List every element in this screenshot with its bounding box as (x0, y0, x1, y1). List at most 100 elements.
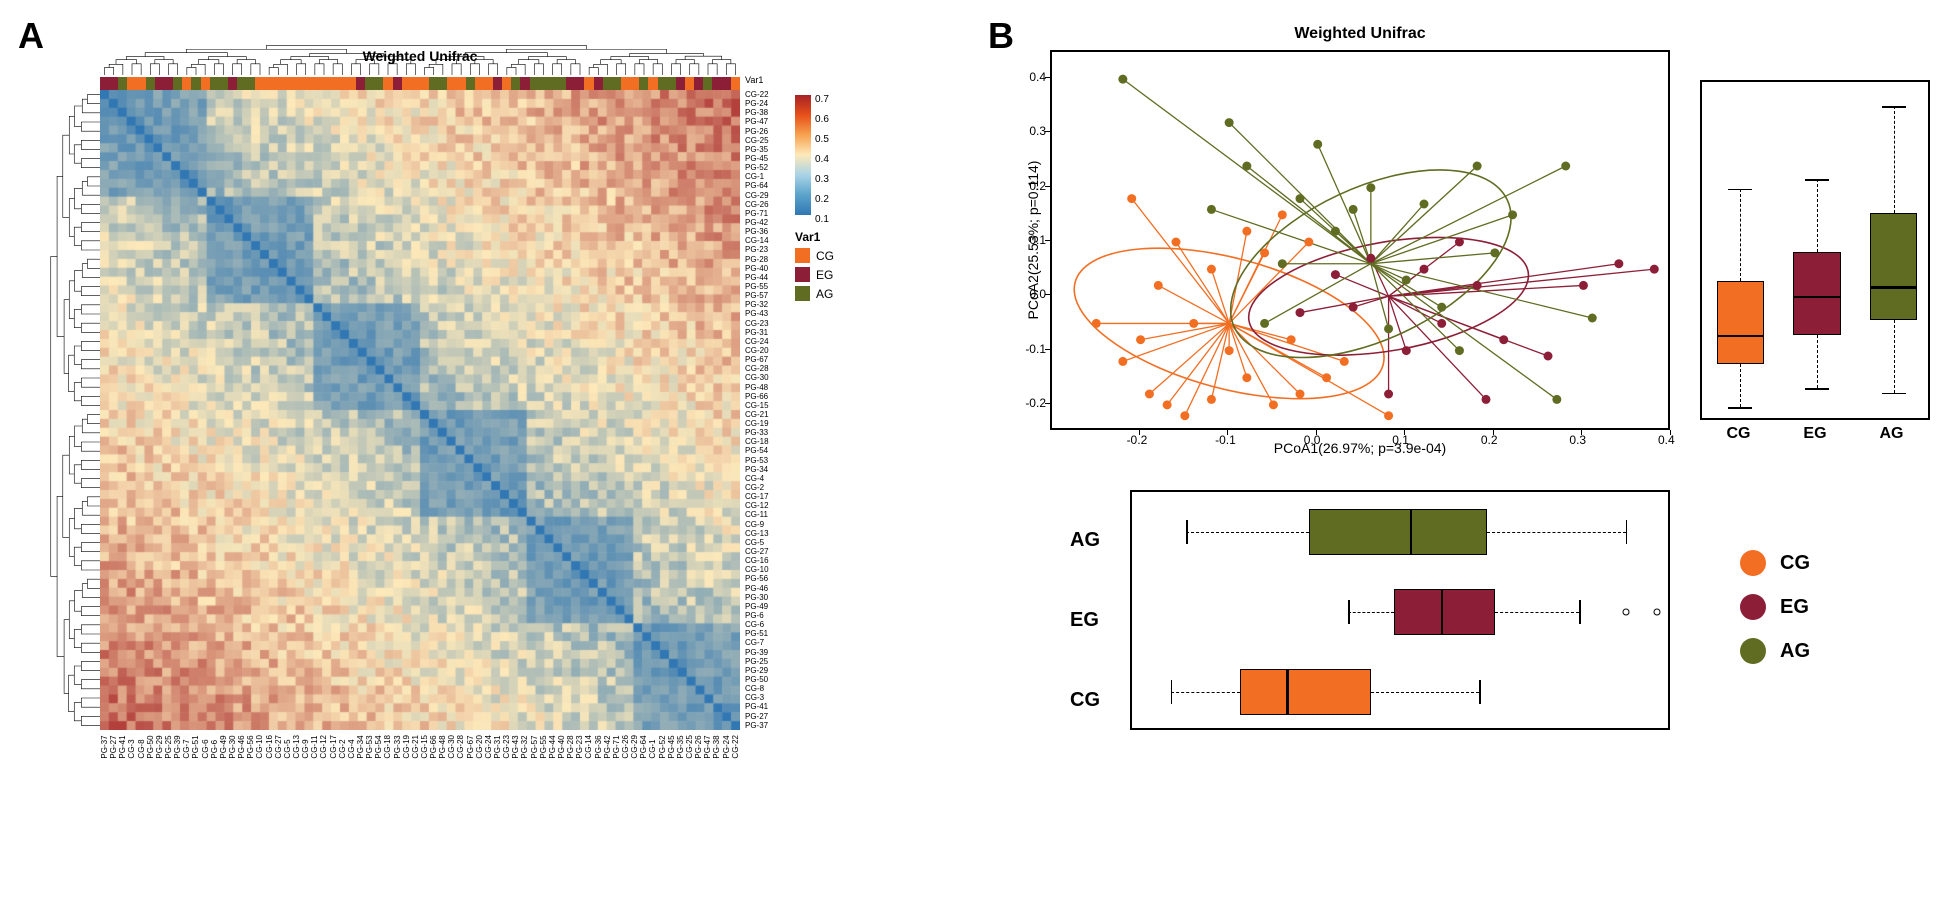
col-label: PG-31 (493, 735, 502, 759)
col-label: PG-67 (466, 735, 475, 759)
col-label: CG-9 (301, 735, 310, 759)
scatter-point (1490, 248, 1499, 257)
var-bar-cell (411, 77, 420, 90)
var-bar-cell (420, 77, 429, 90)
colorbar-tick: 0.1 (815, 210, 829, 230)
col-label: CG-4 (347, 735, 356, 759)
panel-a-label: A (18, 15, 44, 57)
scatter-point (1437, 319, 1446, 328)
col-label: PG-24 (722, 735, 731, 759)
row-label: PG-56 (745, 574, 769, 583)
legend-label: CG (816, 249, 834, 263)
col-label: PG-30 (228, 735, 237, 759)
var-bar-cell (658, 77, 667, 90)
row-label: CG-4 (745, 474, 769, 483)
box-right-cg: CG (1726, 425, 1750, 443)
scatter-point (1650, 265, 1659, 274)
scatter-point (1499, 335, 1508, 344)
boxplot-box (1394, 589, 1494, 635)
var-bar-cell (703, 77, 712, 90)
col-label: PG-52 (658, 735, 667, 759)
scatter-point (1313, 140, 1322, 149)
row-label: PG-66 (745, 392, 769, 401)
boxplot-right-labels: CG EG AG (1700, 425, 1930, 443)
scatter-point (1242, 162, 1251, 171)
row-label: PG-31 (745, 328, 769, 337)
scatter-point (1437, 303, 1446, 312)
col-label: PG-25 (164, 735, 173, 759)
var-bar-cell (219, 77, 228, 90)
var-bar-cell (329, 77, 338, 90)
y-tick: 0.4 (1020, 70, 1046, 84)
col-label: PG-28 (566, 735, 575, 759)
var-bar-cell (648, 77, 657, 90)
row-label: CG-25 (745, 136, 769, 145)
scatter-point (1242, 373, 1251, 382)
var-legend-item: CG (795, 248, 834, 263)
row-label: CG-20 (745, 346, 769, 355)
var-bar-cell (594, 77, 603, 90)
col-label: PG-50 (146, 735, 155, 759)
var-bar-cell (566, 77, 575, 90)
col-label: CG-15 (420, 735, 429, 759)
col-label: PG-27 (109, 735, 118, 759)
var-legend-item: EG (795, 267, 834, 282)
var-bar-cell (155, 77, 164, 90)
row-label: CG-11 (745, 510, 769, 519)
row-label: PG-39 (745, 648, 769, 657)
row-label: PG-64 (745, 181, 769, 190)
var-bar-cell (338, 77, 347, 90)
row-label: PG-6 (745, 611, 769, 620)
row-label: PG-71 (745, 209, 769, 218)
scatter-point (1207, 395, 1216, 404)
col-label: PG-38 (712, 735, 721, 759)
col-label: CG-25 (685, 735, 694, 759)
col-label: PG-48 (438, 735, 447, 759)
var-bar-cell (621, 77, 630, 90)
row-label: CG-8 (745, 684, 769, 693)
var-legend-title: Var1 (795, 230, 834, 244)
col-label: CG-2 (338, 735, 347, 759)
legend-item: EG (1740, 594, 1810, 620)
y-tick: 0.2 (1020, 179, 1046, 193)
row-label: CG-24 (745, 337, 769, 346)
x-tick: 0.2 (1481, 433, 1498, 447)
var-bar-cell (429, 77, 438, 90)
scatter-point (1331, 270, 1340, 279)
row-label: PG-41 (745, 702, 769, 711)
scatter-point (1118, 357, 1127, 366)
box-right-eg: EG (1803, 425, 1826, 443)
row-label: CG-5 (745, 538, 769, 547)
row-label: CG-15 (745, 401, 769, 410)
colorbar-labels: 0.70.60.50.40.30.20.1 (815, 90, 829, 230)
scatter-point (1207, 205, 1216, 214)
col-label: CG-8 (137, 735, 146, 759)
legend-item: CG (1740, 550, 1810, 576)
var-bar-cell (146, 77, 155, 90)
row-label: CG-26 (745, 200, 769, 209)
var-bar-cell (557, 77, 566, 90)
y-tick: 0.1 (1020, 233, 1046, 247)
row-label: CG-28 (745, 364, 769, 373)
var-bar-cell (365, 77, 374, 90)
box-right-ag: AG (1880, 425, 1904, 443)
row-label: PG-48 (745, 383, 769, 392)
var-bar-cell (265, 77, 274, 90)
scatter-point (1260, 319, 1269, 328)
scatter-point (1366, 183, 1375, 192)
var-bar-cell (493, 77, 502, 90)
row-label: PG-53 (745, 456, 769, 465)
legend-circle-icon (1740, 594, 1766, 620)
box-bottom-ag: AG (1070, 500, 1100, 580)
var-bar-cell (475, 77, 484, 90)
row-label: CG-9 (745, 520, 769, 529)
row-label: CG-16 (745, 556, 769, 565)
box-bottom-eg: EG (1070, 580, 1100, 660)
col-label: PG-46 (237, 735, 246, 759)
boxplot-box (1793, 252, 1841, 335)
scatter-point (1269, 400, 1278, 409)
var-bar-cell (173, 77, 182, 90)
dendrogram-left (50, 90, 100, 730)
col-label: PG-40 (557, 735, 566, 759)
row-label: PG-42 (745, 218, 769, 227)
